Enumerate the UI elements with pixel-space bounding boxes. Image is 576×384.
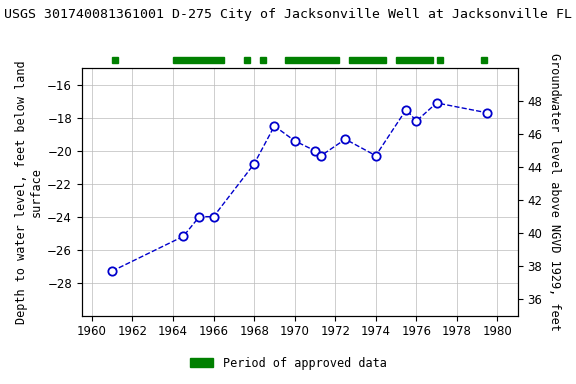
Bar	[244, 57, 250, 63]
Bar	[173, 57, 223, 63]
Bar	[396, 57, 433, 63]
Y-axis label: Groundwater level above NGVD 1929, feet: Groundwater level above NGVD 1929, feet	[548, 53, 561, 331]
Bar	[350, 57, 386, 63]
Text: USGS 301740081361001 D-275 City of Jacksonville Well at Jacksonville FL: USGS 301740081361001 D-275 City of Jacks…	[4, 8, 572, 21]
Y-axis label: Depth to water level, feet below land
surface: Depth to water level, feet below land su…	[15, 60, 43, 324]
Bar	[481, 57, 487, 63]
Bar	[285, 57, 339, 63]
Bar	[260, 57, 266, 63]
Bar	[437, 57, 443, 63]
Bar	[112, 57, 118, 63]
Legend: Period of approved data: Period of approved data	[185, 352, 391, 374]
